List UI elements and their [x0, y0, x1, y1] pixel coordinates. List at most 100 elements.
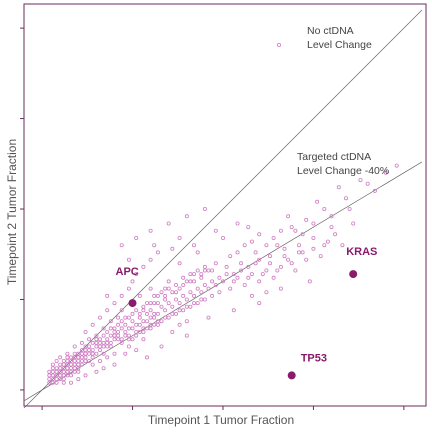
scatter-point [116, 329, 121, 334]
scatter-point [69, 362, 74, 367]
scatter-point [72, 355, 77, 360]
scatter-point [311, 246, 316, 251]
scatter-point [152, 243, 157, 248]
scatter-points [47, 163, 399, 385]
scatter-point [126, 344, 131, 349]
scatter-point [217, 290, 222, 295]
scatter-point [141, 304, 146, 309]
scatter-point [87, 351, 92, 356]
scatter-point [98, 340, 103, 345]
scatter-point [148, 315, 153, 320]
scatter-point [264, 268, 269, 273]
scatter-point [130, 319, 135, 324]
scatter-point [173, 282, 178, 287]
scatter-point [87, 344, 92, 349]
scatter-point [101, 333, 106, 338]
scatter-point [54, 377, 59, 382]
reference-line-label-no-change: No ctDNA Level Change [307, 25, 372, 51]
scatter-point [79, 355, 84, 360]
scatter-point [199, 272, 204, 277]
scatter-point [105, 337, 110, 342]
scatter-point [61, 362, 66, 367]
scatter-point [155, 250, 160, 255]
scatter-point [191, 243, 196, 248]
scatter-point [191, 272, 196, 277]
scatter-point [217, 275, 222, 280]
scatter-point [235, 275, 240, 280]
scatter-point [282, 254, 287, 259]
scatter-point [163, 315, 168, 320]
scatter-point [105, 344, 110, 349]
scatter-point [206, 286, 211, 291]
scatter-point [108, 326, 113, 331]
scatter-point [170, 290, 175, 295]
scatter-point [202, 264, 207, 269]
scatter-point [311, 235, 316, 240]
scatter-point [318, 254, 323, 259]
scatter-point [105, 308, 110, 313]
scatter-point [76, 366, 81, 371]
scatter-point [87, 348, 92, 353]
scatter-point [148, 228, 153, 233]
scatter-point [246, 264, 251, 269]
scatter-point [105, 340, 110, 345]
scatter-point [148, 301, 153, 306]
scatter-point [152, 315, 157, 320]
scatter-point [173, 290, 178, 295]
scatter-point [260, 272, 265, 277]
scatter-point [54, 366, 59, 371]
scatter-point [90, 322, 95, 327]
scatter-point [300, 250, 305, 255]
scatter-point [249, 272, 254, 277]
scatter-point [257, 279, 262, 284]
scatter-point [184, 319, 189, 324]
scatter-point [275, 243, 280, 248]
scatter-point [242, 282, 247, 287]
scatter-point [98, 358, 103, 363]
scatter-point [134, 333, 139, 338]
highlighted-points: APC KRAS TP53 [116, 43, 377, 380]
scatter-point [108, 344, 113, 349]
scatter-point [293, 268, 298, 273]
scatter-point [112, 337, 117, 342]
scatter-point [83, 355, 88, 360]
scatter-point [123, 333, 128, 338]
scatter-point [148, 257, 153, 262]
scatter-point [166, 286, 171, 291]
scatter-point [83, 351, 88, 356]
scatter-point [94, 344, 99, 349]
scatter-point [300, 232, 305, 237]
scatter-point [286, 214, 291, 219]
reference-line-label-targeted-line2: Level Change -40% [297, 165, 389, 177]
scatter-point [141, 308, 146, 313]
scatter-point [184, 214, 189, 219]
highlight-label-kras: KRAS [346, 246, 377, 258]
scatter-point [69, 355, 74, 360]
axis-ticks [20, 27, 405, 410]
scatter-point [195, 250, 200, 255]
scatter-point [188, 272, 193, 277]
scatter-point [61, 358, 66, 363]
scatter-point [267, 254, 272, 259]
scatter-point [210, 293, 215, 298]
scatter-point [311, 221, 316, 226]
scatter-point [289, 225, 294, 230]
scatter-point [137, 311, 142, 316]
highlight-point-apc [128, 299, 137, 308]
scatter-point [137, 293, 142, 298]
scatter-point [195, 268, 200, 273]
scatter-point [181, 275, 186, 280]
scatter-point [188, 290, 193, 295]
scatter-point [206, 268, 211, 273]
scatter-point [108, 340, 113, 345]
scatter-point [137, 315, 142, 320]
scatter-point [155, 301, 160, 306]
scatter-point [141, 329, 146, 334]
scatter-point [123, 315, 128, 320]
scatter-point [141, 264, 146, 269]
scatter-point [101, 351, 106, 356]
scatter-point [119, 293, 124, 298]
reference-line-label-no-change-line2: Level Change [307, 39, 372, 51]
scatter-point [65, 351, 70, 356]
scatter-point [170, 246, 175, 251]
